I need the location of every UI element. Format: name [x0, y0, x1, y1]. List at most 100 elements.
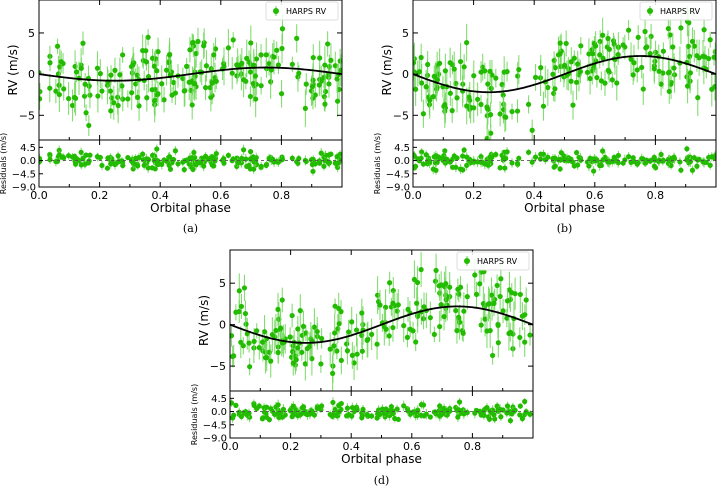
x-tick-label: 0.2	[91, 189, 109, 202]
rv-point	[387, 280, 393, 286]
rv-point	[243, 321, 249, 327]
residual-point	[78, 162, 84, 168]
residual-point	[651, 163, 657, 169]
rv-point	[602, 80, 608, 86]
rv-point	[415, 313, 421, 319]
legend-label: HARPS RV	[477, 257, 518, 266]
residual-point	[80, 155, 86, 162]
rv-point	[678, 25, 684, 31]
residual-point	[514, 160, 521, 166]
rv-point	[611, 41, 617, 47]
rv-point	[161, 97, 167, 103]
residual-point	[85, 160, 92, 166]
rv-point	[349, 352, 355, 358]
rv-point	[519, 313, 525, 319]
panel-caption: (d)	[374, 474, 390, 486]
residual-point	[502, 165, 508, 171]
rv-point	[614, 80, 620, 86]
residual-point	[591, 168, 597, 174]
rv-point	[474, 96, 481, 102]
rv-point	[447, 90, 453, 96]
y-tick-label: −5	[393, 109, 409, 122]
rv-point	[473, 291, 480, 297]
rv-point	[658, 81, 664, 87]
residual-point	[140, 151, 146, 157]
residual-point	[83, 152, 89, 158]
residual-point	[442, 148, 448, 154]
rv-point	[71, 94, 78, 101]
x-tick-label: 0.8	[464, 440, 482, 453]
rv-point	[499, 81, 505, 88]
rv-point	[334, 348, 340, 354]
residual-point	[497, 406, 503, 413]
rv-point	[665, 25, 671, 32]
rv-point	[322, 101, 328, 107]
rv-point	[334, 98, 341, 104]
rv-point	[671, 65, 677, 71]
residual-point	[405, 408, 411, 414]
residual-point	[639, 156, 645, 162]
residual-point	[175, 161, 181, 167]
rv-point	[615, 52, 621, 58]
residual-point	[334, 164, 341, 171]
residual-point	[211, 163, 217, 169]
rv-point	[506, 330, 512, 337]
rv-point	[54, 43, 61, 49]
y-tick-label: −5	[19, 109, 35, 122]
rv-point	[600, 55, 606, 61]
rv-point	[407, 326, 413, 332]
residual-point	[125, 154, 131, 161]
x-tick-label: 0.4	[525, 189, 543, 202]
residual-point	[493, 151, 499, 158]
residual-y-tick-label: 4.5	[211, 394, 227, 405]
rv-point	[65, 95, 72, 102]
x-tick-label: 0.4	[342, 440, 360, 453]
rv-point	[687, 70, 694, 76]
rv-point	[327, 346, 333, 352]
rv-point	[295, 326, 301, 332]
residual-point	[241, 410, 248, 416]
residual-point	[149, 165, 155, 171]
rv-point	[369, 331, 375, 337]
rv-point	[449, 108, 455, 114]
residual-point	[186, 161, 192, 167]
rv-point	[354, 351, 360, 357]
residual-axis-label: Residuals (m/s)	[373, 133, 382, 194]
rv-point	[213, 78, 219, 84]
rv-point	[485, 81, 491, 87]
residual-point	[571, 163, 577, 169]
residual-point	[461, 411, 467, 417]
residual-point	[287, 407, 293, 413]
residual-point	[247, 149, 254, 155]
rv-point	[517, 291, 523, 298]
rv-point	[189, 102, 195, 108]
residual-point	[56, 152, 62, 158]
residual-point	[290, 403, 296, 409]
y-tick-label: 0	[402, 68, 409, 81]
residual-point	[427, 158, 433, 164]
residual-point	[241, 147, 247, 153]
residual-point	[557, 156, 563, 163]
rv-point	[411, 276, 418, 283]
rv-point	[700, 53, 706, 59]
rv-point	[414, 300, 420, 306]
rv-point	[241, 77, 247, 83]
residual-point	[694, 163, 700, 169]
rv-point	[338, 357, 344, 364]
rv-point	[287, 334, 293, 340]
rv-point	[290, 343, 296, 349]
rv-point	[256, 345, 262, 351]
residual-point	[507, 418, 514, 424]
residual-point	[221, 160, 227, 166]
residual-y-tick-label: 4.5	[20, 143, 36, 154]
residual-point	[678, 167, 684, 173]
residual-point	[388, 403, 394, 410]
rv-point	[201, 43, 207, 49]
residual-point	[280, 406, 287, 412]
residual-point	[538, 151, 544, 157]
residual-point	[65, 153, 72, 159]
rv-point	[238, 303, 245, 310]
residual-point	[443, 408, 449, 414]
residual-point	[167, 166, 174, 172]
